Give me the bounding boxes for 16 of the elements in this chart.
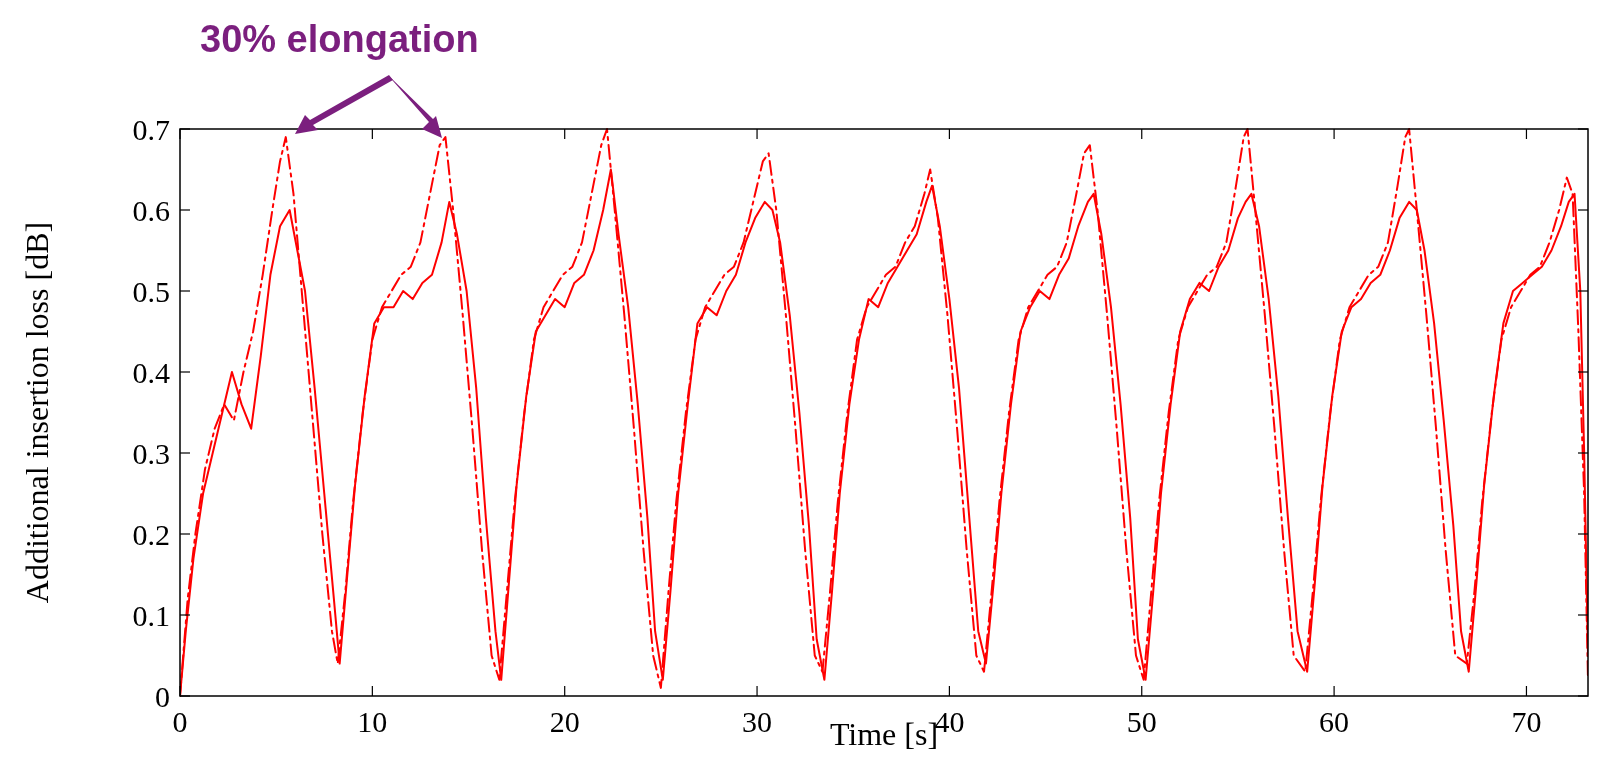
y-tick-label: 0.4 xyxy=(132,355,170,389)
y-tick-label: 0 xyxy=(155,679,170,713)
x-tick-label: 20 xyxy=(549,705,580,738)
y-tick-label: 0.2 xyxy=(132,517,170,551)
x-tick-label: 30 xyxy=(742,705,773,738)
y-axis-title: Additional insertion loss [dB] xyxy=(19,221,55,604)
x-tick-label: 50 xyxy=(1126,705,1157,738)
text: 30% elongation xyxy=(200,18,479,60)
y-tick-label: 0.7 xyxy=(132,112,170,146)
y-tick-label: 0.1 xyxy=(132,598,170,632)
x-tick-label: 60 xyxy=(1319,705,1350,738)
x-tick-label: 10 xyxy=(357,705,388,738)
y-tick-label: 0.6 xyxy=(132,193,170,227)
y-tick-label: 0.5 xyxy=(132,274,170,308)
y-tick-label: 0.3 xyxy=(132,436,170,470)
x-tick-label: 70 xyxy=(1511,705,1542,738)
